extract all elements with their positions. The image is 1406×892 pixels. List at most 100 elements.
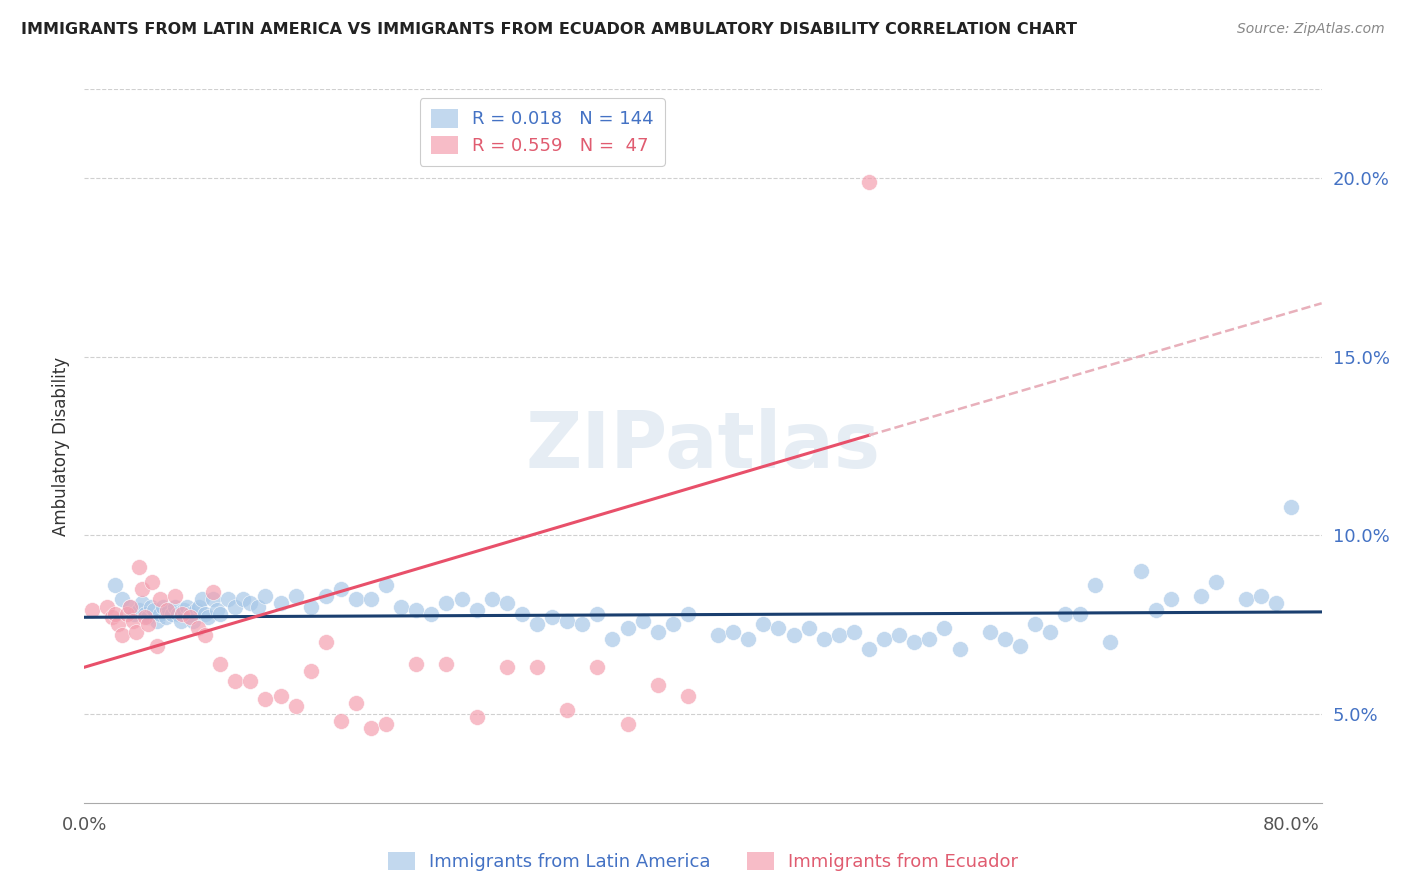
Point bbox=[163, 599, 186, 614]
Point bbox=[360, 592, 382, 607]
Point bbox=[184, 603, 207, 617]
Point bbox=[858, 175, 880, 189]
Point bbox=[586, 607, 609, 621]
Point bbox=[103, 578, 125, 592]
Point bbox=[676, 689, 699, 703]
Point bbox=[782, 628, 804, 642]
Point bbox=[239, 596, 262, 610]
Point bbox=[541, 610, 564, 624]
Point bbox=[495, 660, 517, 674]
Point bbox=[224, 599, 246, 614]
Point bbox=[420, 607, 443, 621]
Point bbox=[167, 607, 190, 621]
Point bbox=[375, 717, 398, 731]
Point bbox=[555, 614, 578, 628]
Point bbox=[948, 642, 970, 657]
Point bbox=[122, 607, 145, 621]
Point bbox=[160, 607, 183, 621]
Point bbox=[586, 660, 609, 674]
Point bbox=[555, 703, 578, 717]
Point bbox=[141, 574, 163, 589]
Point bbox=[96, 599, 118, 614]
Point bbox=[163, 589, 186, 603]
Point bbox=[481, 592, 503, 607]
Point bbox=[1234, 592, 1257, 607]
Point bbox=[188, 599, 211, 614]
Point bbox=[858, 642, 880, 657]
Text: Source: ZipAtlas.com: Source: ZipAtlas.com bbox=[1237, 22, 1385, 37]
Point bbox=[1039, 624, 1062, 639]
Point bbox=[209, 607, 232, 621]
Point bbox=[405, 603, 427, 617]
Point bbox=[224, 674, 246, 689]
Text: IMMIGRANTS FROM LATIN AMERICA VS IMMIGRANTS FROM ECUADOR AMBULATORY DISABILITY C: IMMIGRANTS FROM LATIN AMERICA VS IMMIGRA… bbox=[21, 22, 1077, 37]
Point bbox=[299, 664, 322, 678]
Point bbox=[209, 657, 232, 671]
Point bbox=[495, 596, 517, 610]
Point bbox=[450, 592, 472, 607]
Point bbox=[205, 603, 228, 617]
Point bbox=[284, 699, 307, 714]
Point bbox=[146, 639, 169, 653]
Point bbox=[918, 632, 941, 646]
Point bbox=[284, 589, 307, 603]
Point bbox=[194, 628, 217, 642]
Point bbox=[197, 610, 219, 624]
Point bbox=[191, 592, 214, 607]
Point bbox=[201, 585, 224, 599]
Point bbox=[721, 624, 744, 639]
Point bbox=[344, 592, 367, 607]
Point bbox=[315, 589, 337, 603]
Point bbox=[616, 717, 638, 731]
Point bbox=[100, 610, 122, 624]
Point bbox=[146, 614, 169, 628]
Point bbox=[315, 635, 337, 649]
Point bbox=[179, 610, 201, 624]
Point bbox=[131, 596, 153, 610]
Point bbox=[873, 632, 896, 646]
Point bbox=[647, 624, 669, 639]
Point bbox=[768, 621, 790, 635]
Point bbox=[1099, 635, 1122, 649]
Point bbox=[103, 607, 125, 621]
Point bbox=[889, 628, 911, 642]
Point bbox=[436, 657, 458, 671]
Point bbox=[526, 660, 548, 674]
Point bbox=[232, 592, 254, 607]
Point bbox=[994, 632, 1017, 646]
Point bbox=[329, 714, 352, 728]
Point bbox=[111, 628, 134, 642]
Point bbox=[662, 617, 685, 632]
Point bbox=[465, 710, 488, 724]
Point bbox=[134, 610, 156, 624]
Point bbox=[217, 592, 239, 607]
Point bbox=[1024, 617, 1046, 632]
Point bbox=[139, 599, 162, 614]
Y-axis label: Ambulatory Disability: Ambulatory Disability bbox=[52, 357, 70, 535]
Point bbox=[299, 599, 322, 614]
Point bbox=[616, 621, 638, 635]
Point bbox=[1008, 639, 1031, 653]
Point bbox=[179, 607, 201, 621]
Point bbox=[571, 617, 593, 632]
Point bbox=[813, 632, 835, 646]
Point bbox=[170, 614, 193, 628]
Point bbox=[149, 607, 172, 621]
Point bbox=[155, 610, 177, 624]
Point bbox=[194, 607, 217, 621]
Point bbox=[254, 589, 277, 603]
Point bbox=[186, 621, 208, 635]
Legend: R = 0.018   N = 144, R = 0.559   N =  47: R = 0.018 N = 144, R = 0.559 N = 47 bbox=[420, 98, 665, 166]
Point bbox=[465, 603, 488, 617]
Point bbox=[173, 603, 195, 617]
Point bbox=[246, 599, 269, 614]
Point bbox=[676, 607, 699, 621]
Point bbox=[107, 617, 129, 632]
Point bbox=[934, 621, 956, 635]
Point bbox=[389, 599, 412, 614]
Point bbox=[828, 628, 851, 642]
Point bbox=[1054, 607, 1077, 621]
Point bbox=[121, 614, 143, 628]
Point bbox=[152, 599, 174, 614]
Point bbox=[157, 603, 180, 617]
